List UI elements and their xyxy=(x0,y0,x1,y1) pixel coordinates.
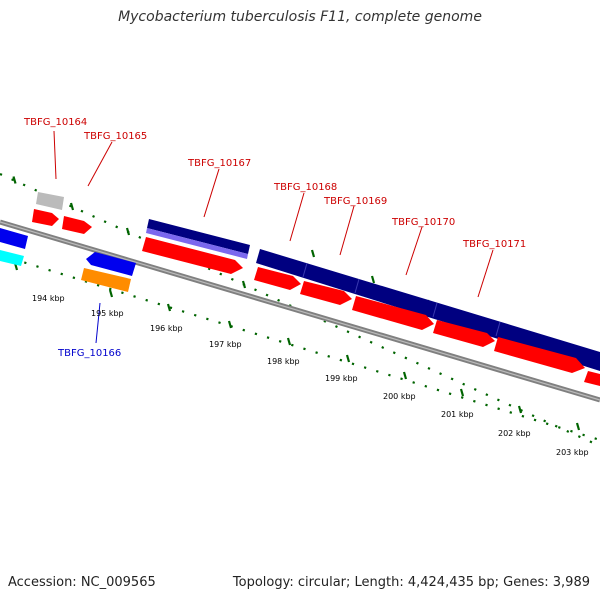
ruler-labels: 194 kbp 195 kbp 196 kbp 197 kbp 198 kbp … xyxy=(32,294,589,457)
ruler-label: 195 kbp xyxy=(91,309,124,318)
gene-arrow[interactable] xyxy=(0,250,24,266)
gene-arrow[interactable] xyxy=(254,267,301,290)
reverse-genes xyxy=(0,228,136,292)
gene-arrow[interactable] xyxy=(433,320,495,347)
gray-feature[interactable] xyxy=(36,192,64,210)
accession-text: Accession: NC_009565 xyxy=(8,575,156,590)
gene-label[interactable]: TBFG_10167 xyxy=(187,158,251,169)
gene-arrow[interactable] xyxy=(352,296,434,330)
gene-label[interactable]: TBFG_10165 xyxy=(83,131,147,142)
gene-label[interactable]: TBFG_10168 xyxy=(273,182,337,193)
orange-feature[interactable] xyxy=(81,268,131,292)
gene-label[interactable]: TBFG_10170 xyxy=(391,217,455,228)
feature-band xyxy=(146,219,600,371)
ruler-label: 197 kbp xyxy=(209,340,242,349)
gene-arrow[interactable] xyxy=(584,371,600,386)
gene-labels: TBFG_10164 TBFG_10165 TBFG_10167 TBFG_10… xyxy=(23,117,526,359)
gene-label[interactable]: TBFG_10166 xyxy=(57,348,121,359)
gene-label[interactable]: TBFG_10169 xyxy=(323,196,387,207)
gene-arrow[interactable] xyxy=(300,281,352,305)
ruler-label: 201 kbp xyxy=(441,410,474,419)
gene-arrow[interactable] xyxy=(494,337,585,373)
ruler-label: 198 kbp xyxy=(267,357,300,366)
ruler-label: 194 kbp xyxy=(32,294,65,303)
genome-backbone xyxy=(0,219,600,403)
gene-arrow[interactable] xyxy=(32,209,59,226)
gene-arrow[interactable] xyxy=(62,216,92,234)
gene-label[interactable]: TBFG_10164 xyxy=(23,117,87,128)
label-leaders xyxy=(53,130,494,344)
forward-genes xyxy=(32,209,600,386)
gene-label[interactable]: TBFG_10171 xyxy=(462,239,526,250)
gene-arrow[interactable] xyxy=(0,228,28,249)
ruler-label: 199 kbp xyxy=(325,374,358,383)
gene-arrow[interactable] xyxy=(142,237,243,274)
gene-arrow[interactable] xyxy=(86,252,136,276)
map-title: Mycobacterium tuberculosis F11, complete… xyxy=(118,9,482,25)
ruler-label: 202 kbp xyxy=(498,429,531,438)
ruler-label: 196 kbp xyxy=(150,324,183,333)
ruler-label: 203 kbp xyxy=(556,448,589,457)
ruler-label: 200 kbp xyxy=(383,392,416,401)
inner-tick-track xyxy=(0,253,600,442)
genome-summary-text: Topology: circular; Length: 4,424,435 bp… xyxy=(232,575,590,590)
